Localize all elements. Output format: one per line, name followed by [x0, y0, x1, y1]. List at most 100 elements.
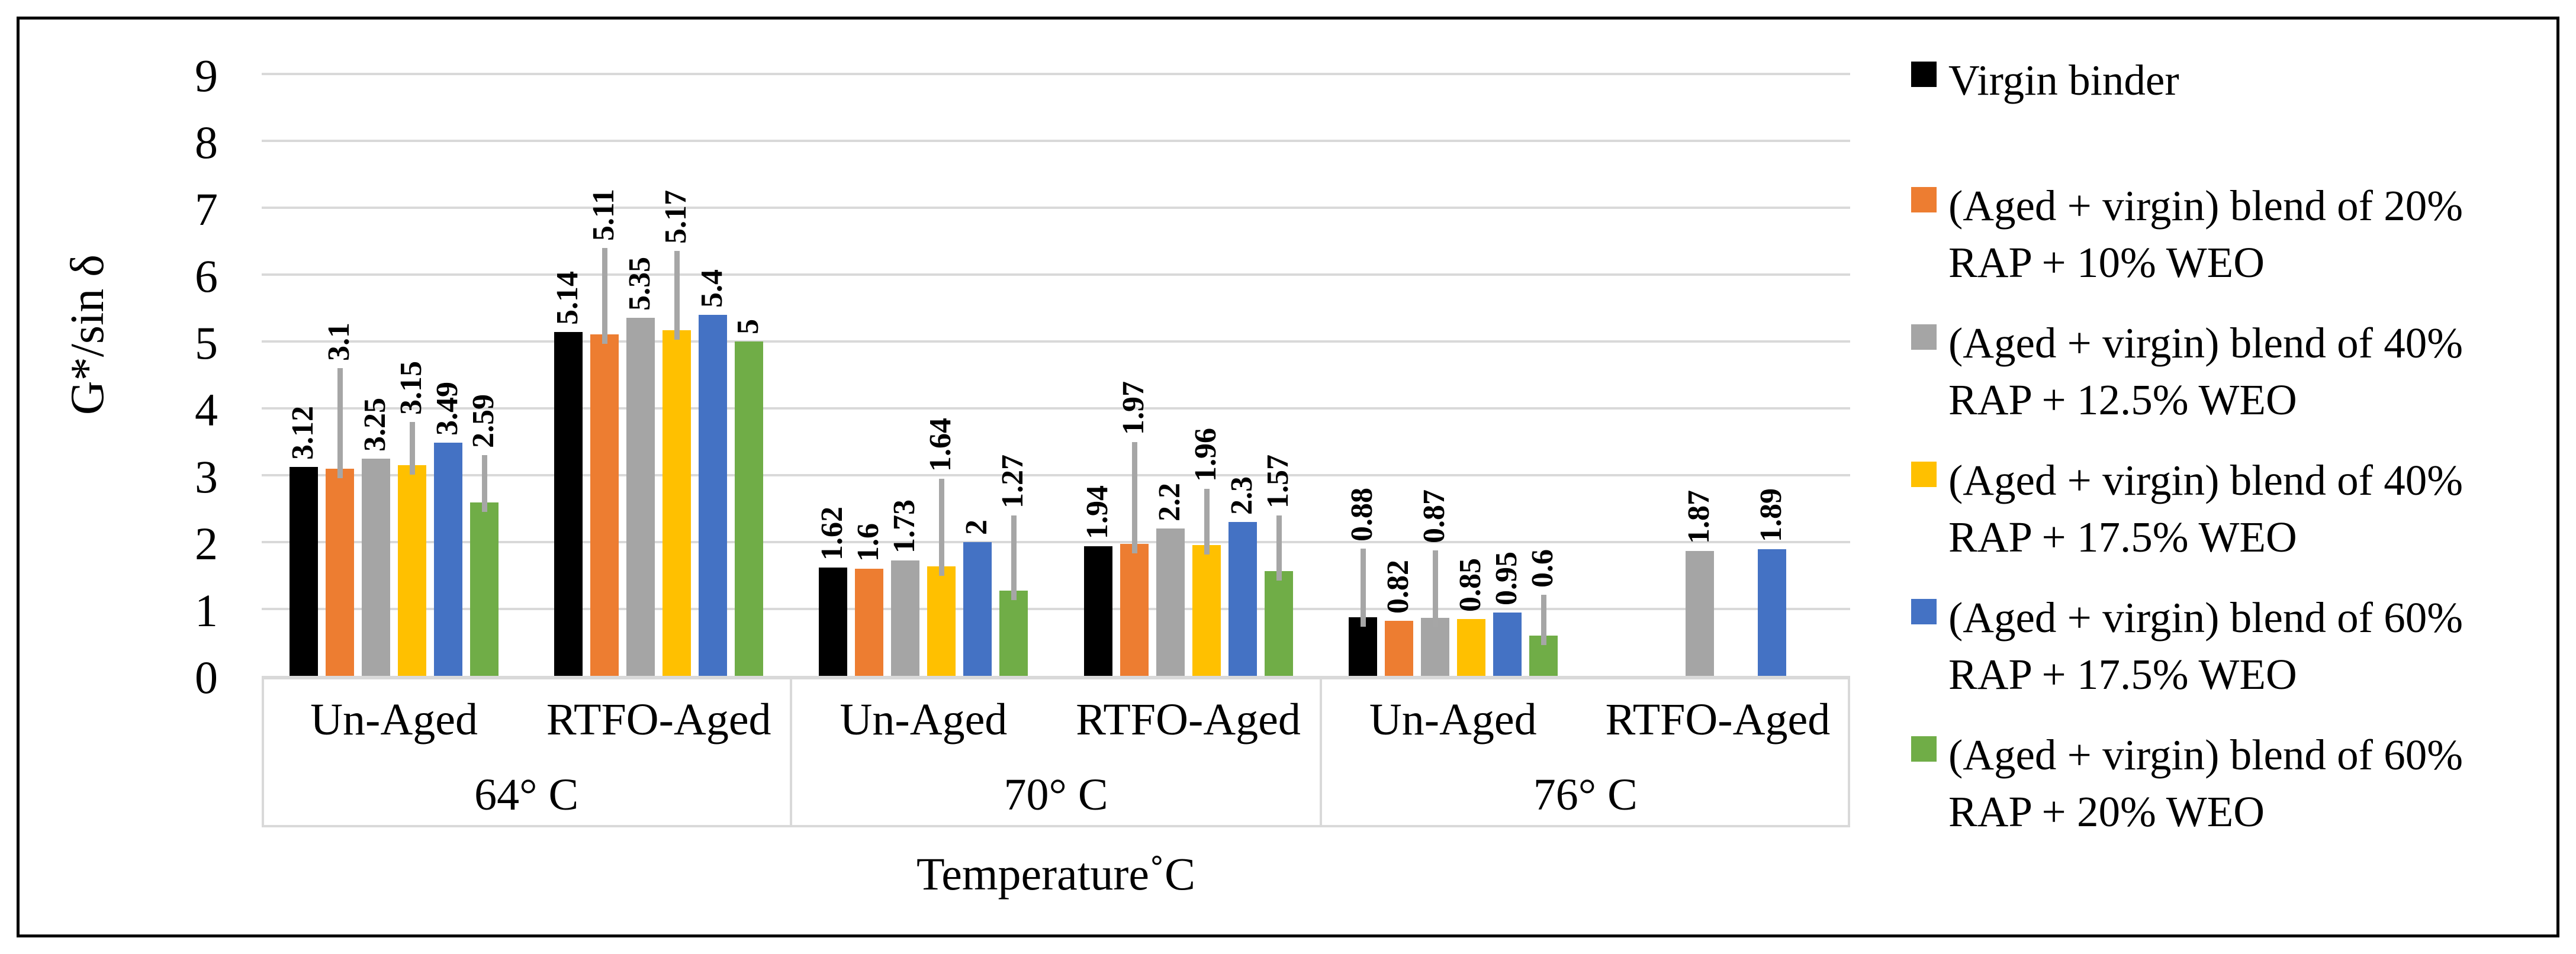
bar-value-label: 1.62 [815, 506, 850, 560]
legend-item: (Aged + virgin) blend of 60% RAP + 17.5% … [1911, 589, 2463, 704]
bar-value-label: 2.2 [1152, 483, 1186, 522]
legend-swatch-icon [1911, 462, 1937, 487]
bar-value-label: 3.1 [322, 323, 356, 362]
category-table-border [262, 676, 264, 827]
gridline [262, 608, 1850, 610]
bar-value-label: 0.87 [1417, 489, 1451, 543]
aging-category-label: Un-Aged [1369, 695, 1537, 744]
y-tick-label: 7 [195, 183, 218, 235]
bar-series-1 [554, 332, 583, 676]
y-tick-label: 5 [195, 317, 218, 369]
temperature-group-label: 64° C [474, 770, 579, 820]
category-table-border [1848, 676, 1850, 827]
y-axis-title: G*/sin δ [62, 254, 114, 415]
bar-series-3 [362, 458, 391, 676]
bar-series-5 [699, 314, 728, 676]
gridline [262, 541, 1850, 543]
bar-value-label: 1.57 [1260, 454, 1295, 508]
error-bar [939, 478, 945, 576]
category-table-border [790, 676, 793, 827]
legend-swatch-icon [1911, 736, 1937, 762]
error-bar [1131, 441, 1137, 554]
error-bar [602, 247, 608, 344]
x-axis-line [262, 676, 1850, 679]
error-bar [1204, 488, 1210, 555]
x-axis-title: Temperature˚C [916, 848, 1195, 900]
bar-value-label: 0.95 [1489, 551, 1523, 605]
error-bar [1360, 549, 1366, 627]
y-tick-label: 0 [195, 652, 218, 703]
legend-label: Virgin binder [1948, 56, 2179, 104]
bar-value-label: 1.97 [1116, 381, 1150, 435]
y-tick-label: 8 [195, 117, 218, 168]
bar-series-4 [927, 566, 956, 676]
bar-value-label: 0.85 [1453, 557, 1487, 612]
bar-series-3 [1420, 617, 1449, 676]
bar-value-label: 0.6 [1525, 549, 1559, 588]
category-table-border [1319, 676, 1322, 827]
bar-value-label: 3.12 [286, 406, 320, 460]
aging-category-label: RTFO-Aged [546, 695, 771, 744]
bar-series-1 [819, 567, 848, 676]
bar-value-label: 5.35 [623, 257, 657, 311]
legend-swatch-icon [1911, 324, 1937, 350]
bar-series-1 [1083, 546, 1112, 676]
bar-series-4 [398, 465, 427, 676]
bar-value-label: 1.27 [996, 454, 1030, 508]
legend-item: (Aged + virgin) blend of 20% RAP + 10% WE… [1911, 178, 2463, 292]
aging-category-label: RTFO-Aged [1076, 695, 1301, 744]
bar-series-3 [626, 318, 655, 676]
bar-value-label: 3.25 [358, 397, 393, 452]
error-bar [1432, 550, 1438, 627]
legend-item: (Aged + virgin) blend of 60% RAP + 20% WE… [1911, 727, 2463, 841]
legend-label: (Aged + virgin) blend of 40% RAP + 12.5% … [1948, 319, 2464, 424]
bar-value-label: 5 [731, 319, 766, 334]
legend-item: (Aged + virgin) blend of 40% RAP + 12.5% … [1911, 315, 2463, 429]
error-bar [337, 368, 343, 478]
bar-value-label: 3.15 [394, 360, 429, 415]
error-bar [1541, 595, 1546, 646]
aging-category-label: Un-Aged [840, 695, 1008, 744]
error-bar [410, 421, 416, 475]
y-tick-label: 2 [195, 518, 218, 569]
bar-value-label: 5.17 [659, 190, 693, 244]
gridline [262, 273, 1850, 276]
bar-series-1 [290, 467, 319, 676]
bar-series-6 [1264, 571, 1293, 676]
bar-value-label: 2.3 [1224, 476, 1259, 515]
bar-series-6 [735, 341, 764, 676]
legend-label: (Aged + virgin) blend of 20% RAP + 10% WE… [1948, 182, 2464, 287]
bar-series-4 [663, 330, 692, 676]
category-table-border [262, 825, 1850, 827]
bar-value-label: 5.14 [551, 271, 585, 325]
bar-series-3 [1156, 528, 1185, 676]
legend-label: (Aged + virgin) blend of 40% RAP + 17.5% … [1948, 456, 2464, 562]
bar-series-4 [1192, 544, 1221, 676]
bar-value-label: 0.82 [1381, 560, 1415, 614]
bar-series-1 [1348, 617, 1377, 676]
chart-border [17, 17, 2559, 937]
bar-series-3 [891, 560, 920, 676]
legend-item: Virgin binder [1911, 52, 2179, 109]
bar-series-5 [1757, 549, 1786, 676]
y-tick-label: 9 [195, 50, 218, 101]
bar-series-2 [1384, 621, 1413, 676]
bar-value-label: 0.88 [1345, 488, 1379, 542]
gridline [262, 207, 1850, 209]
bar-series-5 [963, 542, 992, 676]
aging-category-label: Un-Aged [310, 695, 478, 744]
gridline [262, 474, 1850, 476]
bar-value-label: 3.49 [430, 381, 465, 436]
bar-value-label: 1.94 [1080, 485, 1114, 539]
legend-label: (Aged + virgin) blend of 60% RAP + 17.5% … [1948, 594, 2464, 699]
legend-swatch-icon [1911, 599, 1937, 624]
bar-series-6 [999, 591, 1028, 676]
bar-value-label: 2.59 [467, 394, 501, 449]
error-bar [1276, 515, 1282, 581]
bar-value-label: 5.11 [587, 188, 621, 241]
error-bar [1011, 515, 1017, 601]
temperature-group-label: 70° C [1004, 770, 1108, 820]
gridline [262, 73, 1850, 75]
